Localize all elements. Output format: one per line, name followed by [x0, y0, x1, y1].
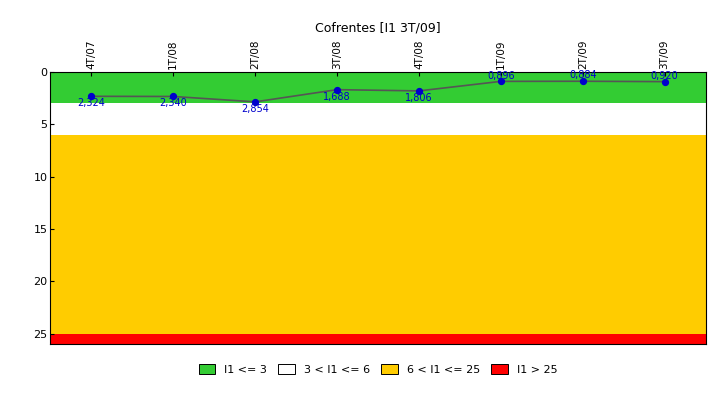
Text: 0,896: 0,896 — [487, 70, 515, 80]
Point — [168, 93, 179, 100]
Point — [659, 78, 670, 85]
Point — [86, 93, 97, 100]
Text: 0,920: 0,920 — [651, 71, 678, 81]
Point — [577, 78, 588, 84]
Text: 2,340: 2,340 — [159, 98, 187, 108]
Text: 2,324: 2,324 — [78, 98, 105, 108]
Point — [249, 99, 261, 105]
Legend: I1 <= 3, 3 < I1 <= 6, 6 < I1 <= 25, I1 > 25: I1 <= 3, 3 < I1 <= 6, 6 < I1 <= 25, I1 >… — [194, 359, 562, 379]
Bar — [50, 72, 706, 103]
Point — [331, 86, 343, 93]
Text: 2,854: 2,854 — [241, 104, 269, 114]
Text: 0,884: 0,884 — [569, 70, 597, 80]
Text: 1,688: 1,688 — [323, 92, 351, 102]
Bar — [50, 334, 706, 344]
Bar — [50, 103, 706, 135]
Bar — [50, 135, 706, 334]
Point — [413, 88, 425, 94]
Title: Cofrentes [I1 3T/09]: Cofrentes [I1 3T/09] — [315, 21, 441, 34]
Point — [495, 78, 507, 84]
Text: 1,806: 1,806 — [405, 93, 433, 103]
